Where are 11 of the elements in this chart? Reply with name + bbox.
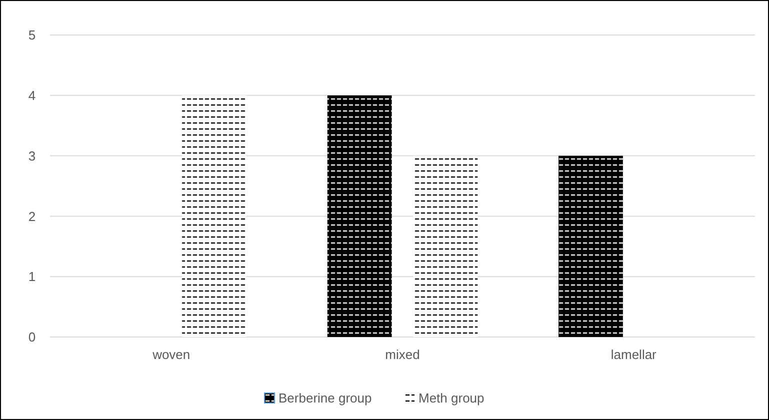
y-tick-label: 1 bbox=[28, 269, 36, 284]
legend-label: Berberine group bbox=[278, 390, 372, 406]
x-tick-label: woven bbox=[152, 347, 190, 362]
x-tick-label: mixed bbox=[385, 347, 420, 362]
x-tick-label: lamellar bbox=[610, 347, 658, 362]
y-tick-label: 2 bbox=[28, 208, 36, 224]
y-tick-label: 5 bbox=[28, 28, 36, 43]
y-tick-label: 3 bbox=[28, 148, 36, 164]
y-tick-label: 0 bbox=[28, 330, 36, 345]
legend-label: Meth group bbox=[418, 390, 484, 406]
y-tick-label: 4 bbox=[28, 88, 36, 103]
